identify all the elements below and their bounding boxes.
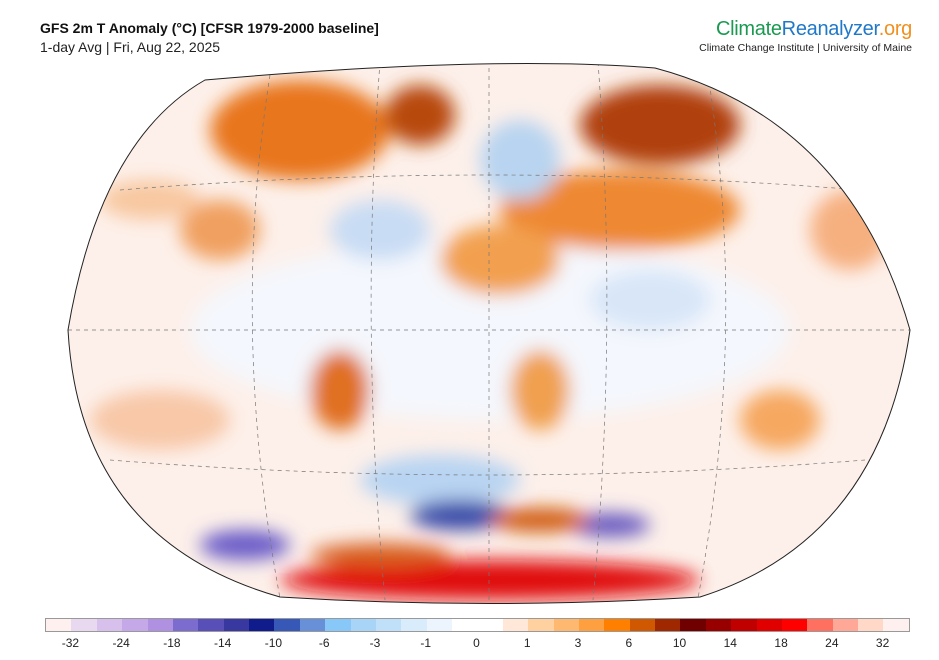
colorbar-label: -3: [369, 636, 381, 650]
colorbar-swatch: [731, 619, 757, 631]
colorbar-label: 24: [825, 636, 839, 650]
colorbar-swatch: [781, 619, 808, 631]
colorbar-label: 6: [625, 636, 633, 650]
colorbar-swatch: [756, 619, 782, 631]
colorbar-label: 32: [875, 636, 890, 650]
brand-logo[interactable]: ClimateReanalyzer.org Climate Change Ins…: [699, 18, 912, 54]
colorbar-label: 3: [574, 636, 582, 650]
map-border: [67, 63, 911, 604]
colorbar-label: 18: [774, 636, 788, 650]
colorbar-label: -14: [214, 636, 232, 650]
colorbar-swatch: [883, 619, 909, 631]
brand-tagline: Climate Change Institute | University of…: [699, 42, 912, 54]
map-subtitle: 1-day Avg | Fri, Aug 22, 2025: [40, 39, 221, 55]
colorbar-swatch: [325, 619, 351, 631]
colorbar-swatch: [553, 619, 579, 631]
colorbar-swatch: [680, 619, 706, 631]
colorbar-label: -10: [264, 636, 283, 650]
colorbar-swatch: [858, 619, 884, 631]
colorbar-swatch: [578, 619, 605, 631]
colorbar-swatch: [401, 619, 427, 631]
colorbar-swatch: [452, 619, 478, 631]
colorbar: [45, 618, 910, 632]
colorbar-swatch: [655, 619, 681, 631]
colorbar-swatch: [528, 619, 554, 631]
colorbar-swatch: [96, 619, 123, 631]
brand-part1: Climate: [715, 18, 782, 40]
colorbar-label: -6: [318, 636, 330, 650]
colorbar-label: -18: [163, 636, 181, 650]
colorbar-swatch: [147, 619, 173, 631]
colorbar-label: 10: [672, 636, 687, 650]
colorbar-swatch: [46, 619, 72, 631]
colorbar-label: -24: [112, 636, 130, 650]
colorbar-swatch: [807, 619, 833, 631]
map-title: GFS 2m T Anomaly (°C) [CFSR 1979-2000 ba…: [40, 20, 379, 36]
anomaly-map: [67, 63, 911, 604]
colorbar-swatch: [71, 619, 97, 631]
colorbar-swatch: [832, 619, 858, 631]
brand-part2: Reanalyzer: [781, 18, 879, 40]
colorbar-swatch: [122, 619, 148, 631]
colorbar-labels: -32 -24 -18 -14 -10 -6 -3 -1 0 1 3 6 10 14 18 24 32: [45, 636, 908, 652]
colorbar-swatch: [629, 619, 655, 631]
graticule: [68, 63, 910, 604]
colorbar-label: 14: [723, 636, 737, 650]
colorbar-swatch: [299, 619, 326, 631]
brand-tld: .org: [878, 18, 913, 40]
colorbar-label: 1: [523, 636, 531, 650]
colorbar-swatch: [223, 619, 249, 631]
colorbar-swatch: [172, 619, 199, 631]
colorbar-label: 0: [473, 636, 480, 650]
colorbar-label: -32: [61, 636, 80, 650]
colorbar-swatch: [477, 619, 503, 631]
colorbar-swatch: [502, 619, 529, 631]
colorbar-swatch: [426, 619, 452, 631]
colorbar-swatch: [198, 619, 224, 631]
colorbar-swatch: [705, 619, 732, 631]
colorbar-swatch: [249, 619, 275, 631]
colorbar-swatch: [274, 619, 300, 631]
colorbar-swatch: [604, 619, 630, 631]
colorbar-swatch: [375, 619, 402, 631]
colorbar-label: -1: [420, 636, 432, 650]
colorbar-swatch: [350, 619, 376, 631]
